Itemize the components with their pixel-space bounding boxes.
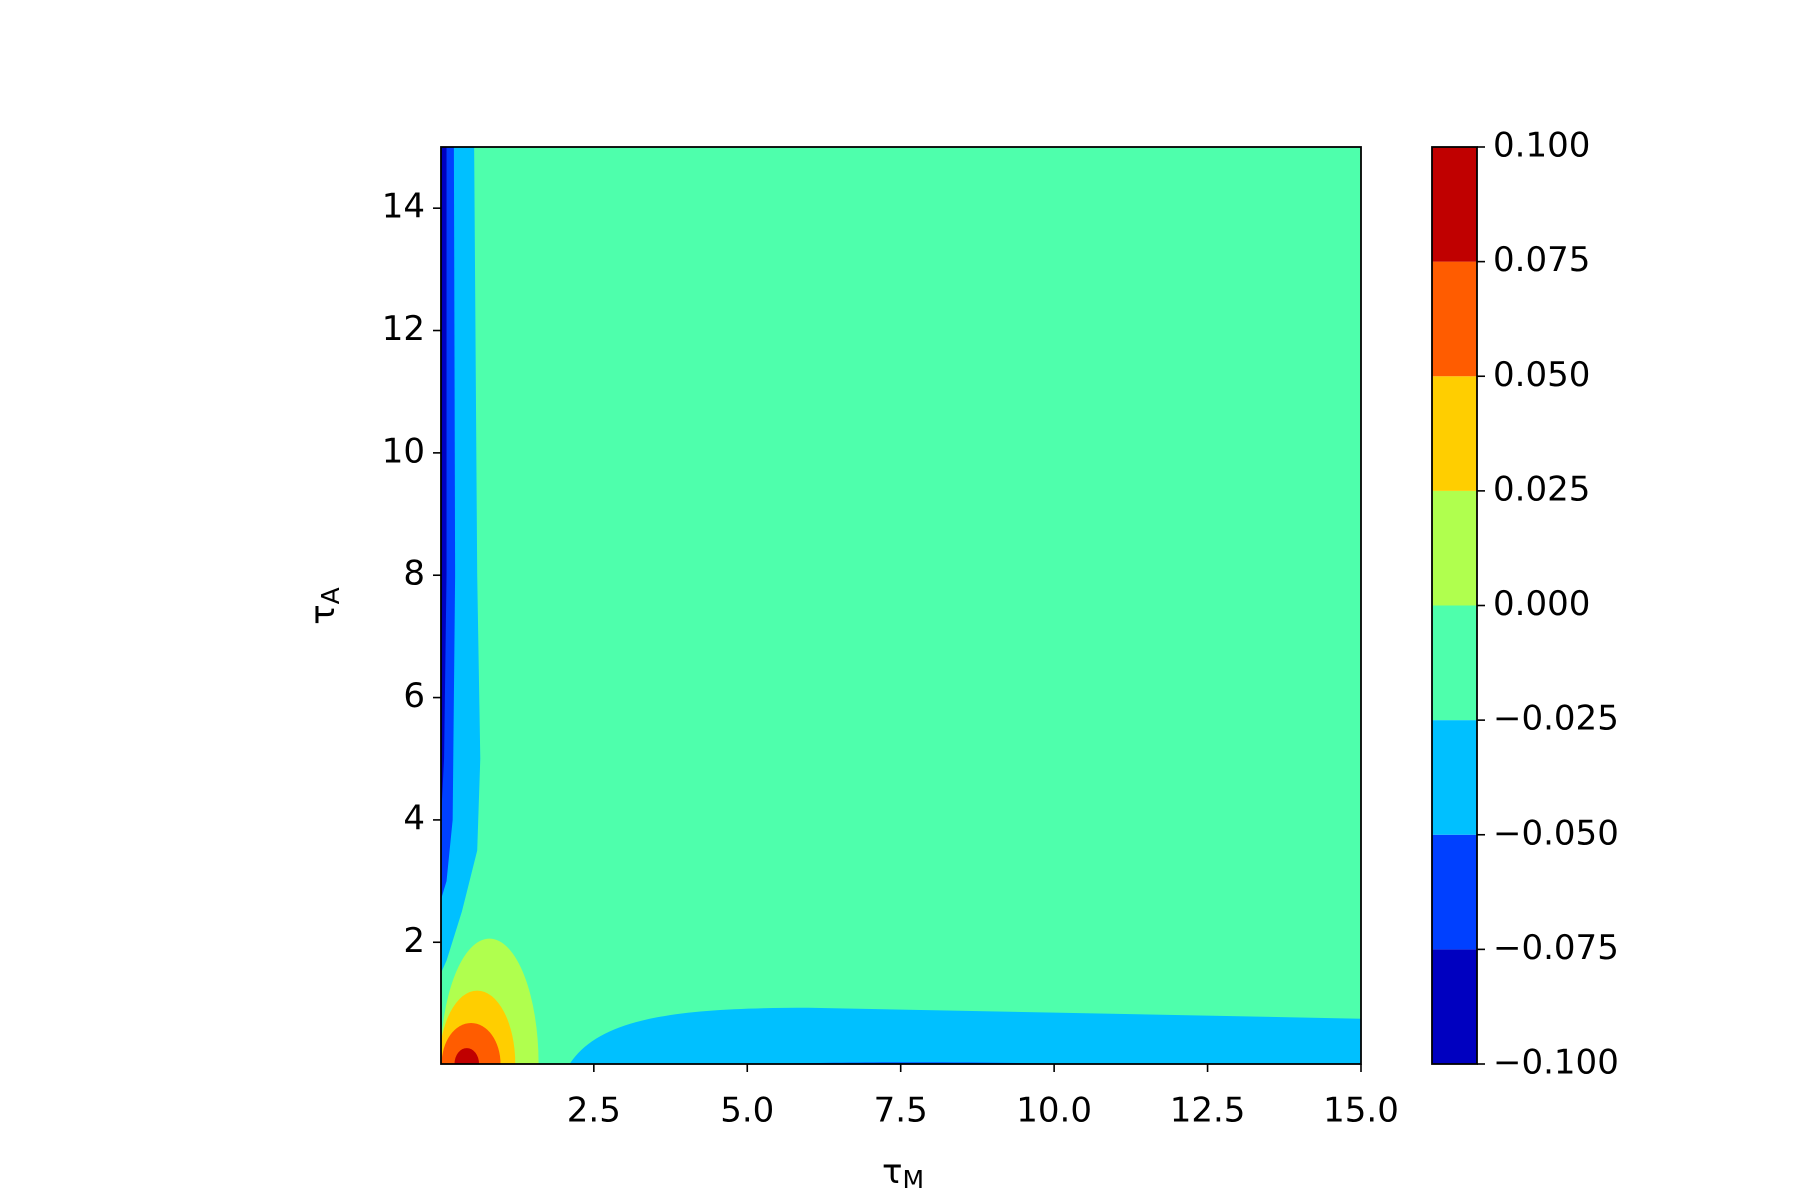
x-label-subscript: M bbox=[902, 1165, 924, 1194]
x-tick-label: 15.0 bbox=[1323, 1091, 1399, 1131]
colorbar-band bbox=[1432, 376, 1477, 491]
x-tick-label: 12.5 bbox=[1170, 1091, 1246, 1131]
colorbar-tick-label: 0.000 bbox=[1493, 584, 1590, 624]
colorbar-tick-label: −0.025 bbox=[1493, 699, 1619, 739]
colorbar-band bbox=[1432, 720, 1477, 835]
y-label-subscript: A bbox=[316, 587, 345, 604]
contour-region bbox=[569, 1007, 1361, 1064]
colorbar-band bbox=[1432, 834, 1477, 950]
colorbar-tick-label: 0.075 bbox=[1493, 240, 1590, 280]
x-tick-label: 2.5 bbox=[567, 1091, 621, 1131]
contour-fill bbox=[441, 147, 1361, 1064]
colorbar-tick-label: −0.050 bbox=[1493, 813, 1619, 853]
contour-region bbox=[441, 147, 1361, 1064]
x-tick-label: 7.5 bbox=[874, 1091, 928, 1131]
x-tick-label: 5.0 bbox=[720, 1091, 774, 1131]
colorbar-tick-label: 0.050 bbox=[1493, 355, 1590, 395]
y-tick-label: 14 bbox=[382, 187, 425, 227]
colorbar-tick-label: 0.025 bbox=[1493, 469, 1590, 509]
colorbar-band bbox=[1432, 605, 1477, 721]
x-label-symbol: τ bbox=[882, 1152, 902, 1192]
y-tick-label: 8 bbox=[403, 554, 425, 594]
colorbar-tick-label: −0.100 bbox=[1493, 1043, 1619, 1083]
y-axis-label: τA bbox=[303, 587, 346, 625]
y-tick-label: 2 bbox=[403, 921, 425, 961]
colorbar-tick-label: 0.100 bbox=[1493, 126, 1590, 166]
colorbar-band bbox=[1432, 261, 1477, 377]
contour-region bbox=[441, 1023, 501, 1064]
y-tick-label: 4 bbox=[403, 798, 425, 838]
y-label-symbol: τ bbox=[303, 604, 343, 624]
plot-area bbox=[441, 147, 1361, 1064]
colorbar-band bbox=[1432, 147, 1477, 262]
y-tick-label: 12 bbox=[382, 309, 425, 349]
contour-region bbox=[454, 1048, 480, 1064]
y-tick-label: 6 bbox=[403, 676, 425, 716]
colorbar-band bbox=[1432, 949, 1477, 1064]
y-tick-label: 10 bbox=[382, 431, 425, 471]
x-axis-label: τM bbox=[882, 1152, 924, 1195]
colorbar-tick-label: −0.075 bbox=[1493, 928, 1619, 968]
x-tick-label: 10.0 bbox=[1016, 1091, 1092, 1131]
contour-region bbox=[441, 147, 447, 820]
colorbar-band bbox=[1432, 490, 1477, 606]
